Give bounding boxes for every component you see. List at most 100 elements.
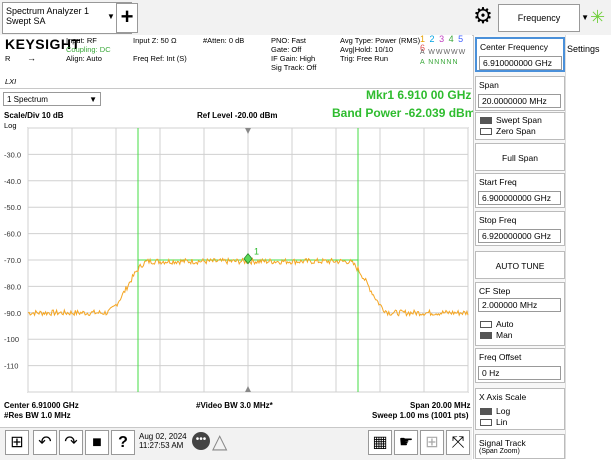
align-setting: Align: Auto	[66, 54, 102, 63]
ref-marker-top	[245, 128, 251, 134]
ref-marker-bottom	[245, 386, 251, 392]
res-bw-annotation[interactable]: #Res BW 1.0 MHz	[4, 411, 71, 420]
settings-tab-label: Settings	[567, 44, 600, 54]
brand-logo: KEYSIGHT	[5, 36, 81, 52]
center-frequency-value[interactable]: 6.910000000 GHz	[479, 56, 562, 70]
spectrum-graph[interactable]: -30.0 -40.0 -50.0 -60.0 -70.0 -80.0 -90.0 -100 -…	[0, 124, 472, 395]
trace-detectors: A NNNNN	[420, 59, 459, 66]
stop-freq-key[interactable]: Stop Freq 6.920000000 GHz	[475, 211, 565, 246]
x-axis-log-radio[interactable]	[480, 408, 492, 415]
marker-1-label: 1	[254, 247, 259, 257]
chevron-down-icon: ▼	[107, 12, 115, 21]
cf-step-man-radio[interactable]	[480, 332, 492, 339]
zero-span-radio[interactable]	[480, 128, 492, 135]
y-tick-label: -110	[4, 362, 18, 371]
multi-window-icon[interactable]: ▦	[368, 430, 392, 455]
trace-types: A WWWWW	[420, 49, 467, 56]
full-span-button[interactable]: Full Span	[475, 143, 565, 171]
input-arrow-icon: →	[27, 53, 36, 63]
input-setting: Input: RF	[66, 36, 97, 45]
scale-per-div[interactable]: Scale/Div 10 dB	[4, 111, 64, 120]
coupling-setting: Coupling: DC	[66, 45, 111, 54]
busy-spinner-icon: ✳	[590, 7, 606, 27]
mode-name: Spectrum Analyzer 1	[6, 6, 90, 16]
y-tick-label: -40.0	[4, 177, 21, 186]
freq-offset-label: Freq Offset	[479, 352, 522, 362]
touch-icon[interactable]: ☛	[394, 430, 418, 455]
y-tick-label: -30.0	[4, 150, 21, 159]
spectrum-plot[interactable]: -30.0 -40.0 -50.0 -60.0 -70.0 -80.0 -90.0 -100 -…	[0, 124, 472, 395]
menu-select-label: Frequency	[517, 13, 561, 23]
start-freq-key[interactable]: Start Freq 6.900000000 GHz	[475, 173, 565, 208]
grid-layout-icon[interactable]: ⊞	[420, 430, 444, 455]
freq-offset-value[interactable]: 0 Hz	[478, 366, 561, 380]
avg-type: Avg Type: Power (RMS)	[340, 36, 421, 45]
marker-readout[interactable]: Mkr1 6.910 00 GHz	[366, 88, 472, 102]
band-power-readout[interactable]: Band Power -62.039 dBm	[332, 106, 476, 120]
sig-track: Sig Track: Off	[271, 63, 317, 72]
start-freq-value[interactable]: 6.900000000 GHz	[478, 191, 561, 205]
y-tick-label: -80.0	[4, 282, 21, 291]
windows-icon[interactable]: ⊞	[5, 430, 29, 455]
menu-select-button[interactable]: Frequency ▼	[498, 4, 589, 32]
y-tick-label: -60.0	[4, 230, 21, 239]
mode-tab[interactable]: Spectrum Analyzer 1 Swept SA ▼	[2, 2, 132, 34]
undo-icon[interactable]: ↶	[33, 430, 57, 455]
zero-span-label: Zero Span	[496, 126, 536, 136]
redo-icon[interactable]: ↷	[59, 430, 83, 455]
span-value[interactable]: 20.0000000 MHz	[478, 94, 561, 108]
help-icon[interactable]: ?	[111, 430, 135, 455]
lxi-indicator: LXI	[5, 77, 17, 86]
settings-header[interactable]: KEYSIGHT R → LXI Input: RF Coupling: DC …	[0, 35, 472, 89]
cf-step-auto-radio[interactable]	[480, 321, 492, 328]
sweep-annotation[interactable]: Sweep 1.00 ms (1001 pts)	[372, 411, 469, 420]
zoom-icon[interactable]: ⤧	[446, 430, 470, 455]
center-frequency-key[interactable]: Center Frequency 6.910000000 GHz	[475, 37, 565, 72]
signal-track-sublabel: (Span Zoom)	[479, 448, 520, 455]
gear-icon[interactable]: ⚙	[473, 3, 493, 28]
add-screen-button[interactable]: +	[116, 3, 138, 33]
swept-span-radio[interactable]	[480, 117, 492, 124]
trigger: Trig: Free Run	[340, 54, 389, 63]
trace-numbers[interactable]: 1 2 3 4 5 6	[420, 34, 465, 53]
stop-freq-value[interactable]: 6.920000000 GHz	[478, 229, 561, 243]
video-bw-annotation[interactable]: #Video BW 3.0 MHz*	[196, 401, 273, 410]
date: Aug 02, 2024	[139, 432, 187, 441]
x-axis-scale-key[interactable]: X Axis Scale Log Lin	[475, 388, 565, 430]
y-tick-label: -70.0	[4, 256, 21, 265]
file-icon[interactable]: ■	[85, 430, 109, 455]
cf-step-value[interactable]: 2.000000 MHz	[478, 298, 561, 312]
swept-span-label: Swept Span	[496, 115, 542, 125]
freq-offset-key[interactable]: Freq Offset 0 Hz	[475, 348, 565, 383]
x-axis-lin-radio[interactable]	[480, 419, 492, 426]
center-frequency-label: Center Frequency	[480, 42, 549, 52]
window-select[interactable]: 1 Spectrum ▼	[3, 92, 101, 106]
x-axis-lin-label: Lin	[496, 417, 508, 427]
scale-type: Log	[4, 121, 17, 130]
rf-indicator: R	[5, 54, 11, 63]
span-label: Span	[479, 80, 499, 90]
ref-level[interactable]: Ref Level -20.00 dBm	[197, 111, 278, 120]
y-tick-label: -100	[4, 335, 19, 344]
swept-zero-span-key[interactable]: Swept Span Zero Span	[475, 112, 565, 140]
signal-track-label: Signal Track	[479, 438, 526, 448]
y-tick-label: -90.0	[4, 309, 21, 318]
auto-tune-button[interactable]: AUTO TUNE	[475, 251, 565, 279]
x-axis-log-label: Log	[496, 406, 511, 416]
marker-1-diamond	[243, 253, 253, 265]
span-key[interactable]: Span 20.0000000 MHz	[475, 76, 565, 111]
attenuation: #Atten: 0 dB	[203, 36, 245, 45]
message-icon[interactable]: •••	[192, 432, 210, 450]
signal-track-key[interactable]: Signal Track (Span Zoom)	[475, 434, 565, 459]
date-time: Aug 02, 2024 11:27:53 AM	[139, 432, 187, 450]
pno-setting: PNO: Fast	[271, 36, 307, 45]
y-tick-label: -50.0	[4, 203, 21, 212]
settings-tab[interactable]	[565, 35, 611, 459]
freq-ref: Freq Ref: Int (S)	[133, 54, 187, 63]
warning-triangle-icon[interactable]: △	[212, 431, 228, 453]
center-freq-annotation[interactable]: Center 6.91000 GHz	[4, 401, 79, 410]
cf-step-key[interactable]: CF Step 2.000000 MHz Auto Man	[475, 282, 565, 346]
span-annotation[interactable]: Span 20.00 MHz	[410, 401, 471, 410]
start-freq-label: Start Freq	[479, 177, 517, 187]
measurement-name: Swept SA	[6, 16, 46, 26]
